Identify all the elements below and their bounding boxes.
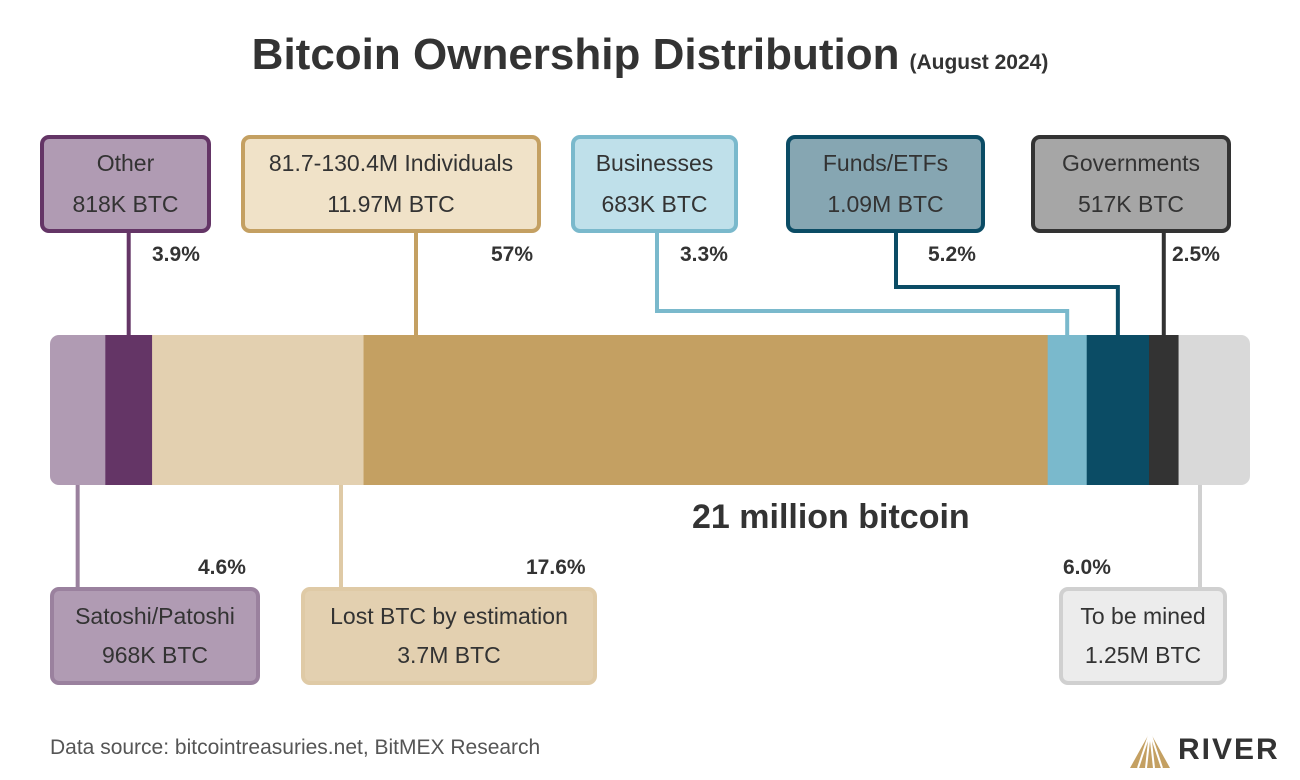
percent-label-individuals: 57% (491, 243, 534, 266)
chart-title-row: Bitcoin Ownership Distribution (August 20… (0, 30, 1300, 80)
callout-governments-name: Governments (1061, 150, 1201, 176)
percent-label-other: 3.9% (152, 243, 200, 266)
stacked-bar (50, 335, 1250, 485)
chart-title: Bitcoin Ownership Distribution (251, 30, 900, 79)
callout-other-name: Other (96, 150, 155, 176)
chart-subtitle: (August 2024) (909, 51, 1049, 74)
callout-individuals: 81.7-130.4M Individuals 11.97M BTC (241, 135, 541, 233)
callout-businesses: Businesses 683K BTC (571, 135, 738, 233)
callout-satoshi-name: Satoshi/Patoshi (75, 603, 235, 629)
percent-label-funds: 5.2% (928, 243, 976, 266)
callout-lost-value: 3.7M BTC (397, 642, 501, 668)
callout-satoshi-value: 968K BTC (101, 642, 209, 668)
callout-governments-value: 517K BTC (1077, 191, 1185, 217)
callout-satoshi-patoshi: Satoshi/Patoshi 968K BTC (50, 587, 260, 685)
bar-segment-governments (1149, 335, 1180, 485)
callout-mined-value: 1.25M BTC (1084, 642, 1202, 668)
callout-mined-name: To be mined (1080, 603, 1206, 629)
connector-lines (75, 233, 1202, 587)
bar-segment-lost-btc-by-estimation (152, 335, 365, 485)
bar-segment-to-be-mined (1178, 335, 1250, 485)
callout-other-value: 818K BTC (72, 191, 179, 217)
connector-businesses (655, 233, 1070, 335)
percent-label-businesses: 3.3% (680, 243, 728, 266)
bar-segment-satoshi-patoshi (50, 335, 106, 485)
callout-funds-value: 1.09M BTC (827, 191, 944, 217)
callout-governments: Governments 517K BTC (1031, 135, 1231, 233)
callout-to-be-mined: To be mined 1.25M BTC (1059, 587, 1227, 685)
bar-segment-businesses (1047, 335, 1088, 485)
connector-funds (894, 233, 1120, 335)
callout-businesses-value: 683K BTC (601, 191, 708, 217)
river-logo-text: RIVER (1178, 733, 1280, 766)
total-supply-label: 21 million bitcoin (692, 498, 970, 536)
callout-funds-name: Funds/ETFs (822, 150, 949, 176)
percent-label-satoshi: 4.6% (198, 556, 246, 579)
percent-label-lost: 17.6% (526, 556, 586, 579)
river-logo: RIVER (1128, 730, 1280, 770)
bar-segment-funds-etfs (1086, 335, 1150, 485)
callout-individuals-value: 11.97M BTC (327, 191, 455, 217)
bar-segment-81-7-130-4m-individuals (363, 335, 1049, 485)
river-mountain-icon (1130, 731, 1170, 769)
percent-label-to-be-mined: 6.0% (1063, 556, 1111, 579)
callout-individuals-name: 81.7-130.4M Individuals (268, 150, 514, 176)
callout-businesses-name: Businesses (595, 150, 714, 176)
callout-funds-etfs: Funds/ETFs 1.09M BTC (786, 135, 985, 233)
percent-label-governments: 2.5% (1172, 243, 1220, 266)
callout-lost-name: Lost BTC by estimation (330, 603, 568, 629)
bar-segment-other (105, 335, 153, 485)
data-source-footnote: Data source: bitcointreasuries.net, BitM… (50, 736, 541, 759)
callout-lost-btc: Lost BTC by estimation 3.7M BTC (301, 587, 597, 685)
callout-other: Other 818K BTC (40, 135, 211, 233)
